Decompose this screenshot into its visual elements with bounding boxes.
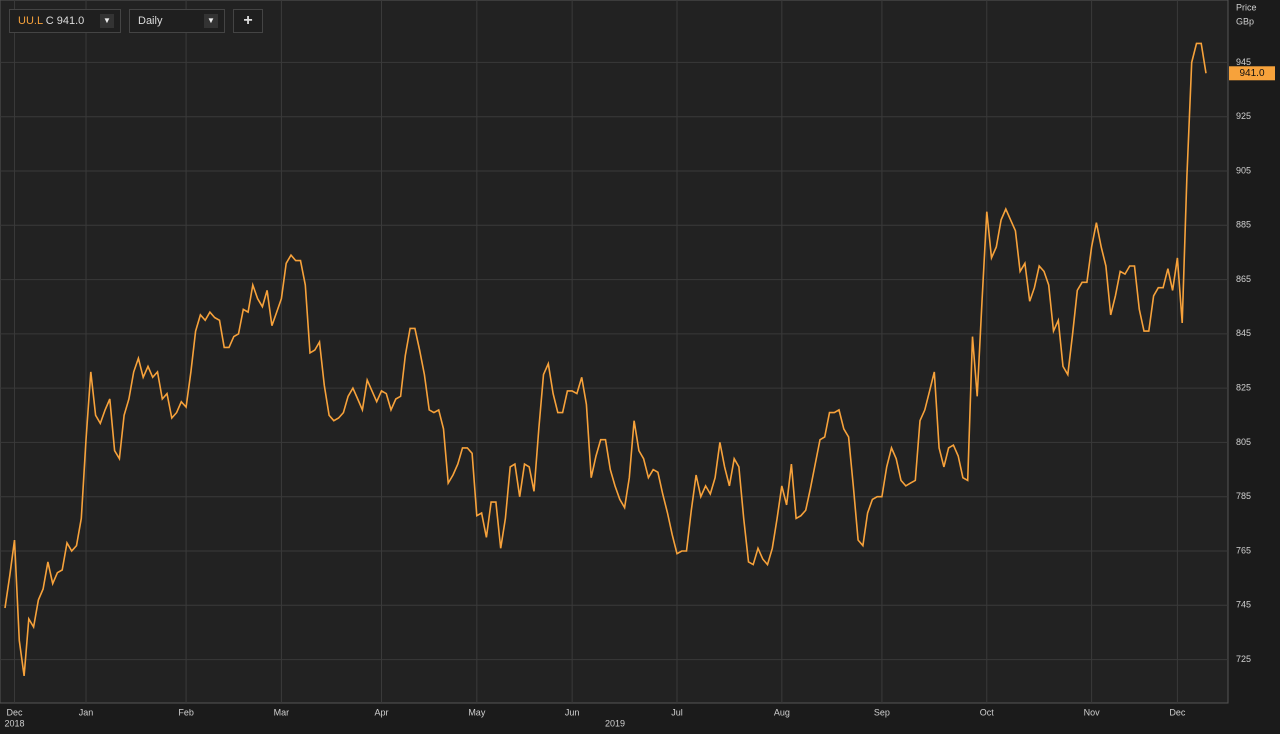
y-tick-label: 745 — [1236, 600, 1251, 610]
dropdown-arrow: ▼ — [204, 14, 218, 28]
x-tick-label: Jul — [671, 707, 683, 717]
x-tick-label: Dec — [1169, 707, 1186, 717]
x-tick-label: Oct — [980, 707, 995, 717]
x-tick-label: Apr — [374, 707, 388, 717]
y-axis-unit: GBp — [1236, 16, 1254, 26]
y-tick-label: 925 — [1236, 111, 1251, 121]
interval-selector[interactable]: Daily ▼ — [129, 9, 225, 33]
y-tick-label: 865 — [1236, 274, 1251, 284]
interval: Daily — [138, 15, 163, 27]
x-tick-label: Nov — [1084, 707, 1101, 717]
x-tick-label: Sep — [874, 707, 890, 717]
x-tick-label: Aug — [774, 707, 790, 717]
x-year-label: 2018 — [5, 718, 25, 728]
symbol-selector[interactable]: UU.L C 941.0 ▼ — [9, 9, 121, 33]
last-price-label: 941.0 — [1239, 68, 1264, 79]
plot-area — [0, 0, 1229, 704]
x-year-label: 2019 — [605, 718, 625, 728]
quote: C 941.0 — [45, 15, 85, 27]
y-axis-title: Price — [1236, 2, 1257, 12]
x-tick-label: Jan — [79, 707, 94, 717]
y-tick-label: 785 — [1236, 491, 1251, 501]
y-tick-label: 885 — [1236, 220, 1251, 230]
price-line — [4, 42, 1207, 677]
y-tick-label: 765 — [1236, 545, 1251, 555]
dropdown-arrow: ▼ — [100, 14, 114, 28]
y-tick-label: 905 — [1236, 165, 1251, 175]
y-tick-label: 845 — [1236, 328, 1251, 338]
y-tick-label: 725 — [1236, 654, 1251, 664]
x-tick-label: Jun — [565, 707, 580, 717]
y-tick-label: 825 — [1236, 383, 1251, 393]
last-price-badge — [1229, 66, 1275, 81]
x-tick-label: May — [468, 707, 486, 717]
y-tick-label: 945 — [1236, 57, 1251, 67]
x-tick-label: Dec — [7, 707, 24, 717]
add-button[interactable]: + — [233, 9, 263, 33]
y-tick-label: 805 — [1236, 437, 1251, 447]
x-tick-label: Feb — [178, 707, 194, 717]
symbol: UU.L — [18, 15, 43, 27]
x-tick-label: Mar — [274, 707, 290, 717]
